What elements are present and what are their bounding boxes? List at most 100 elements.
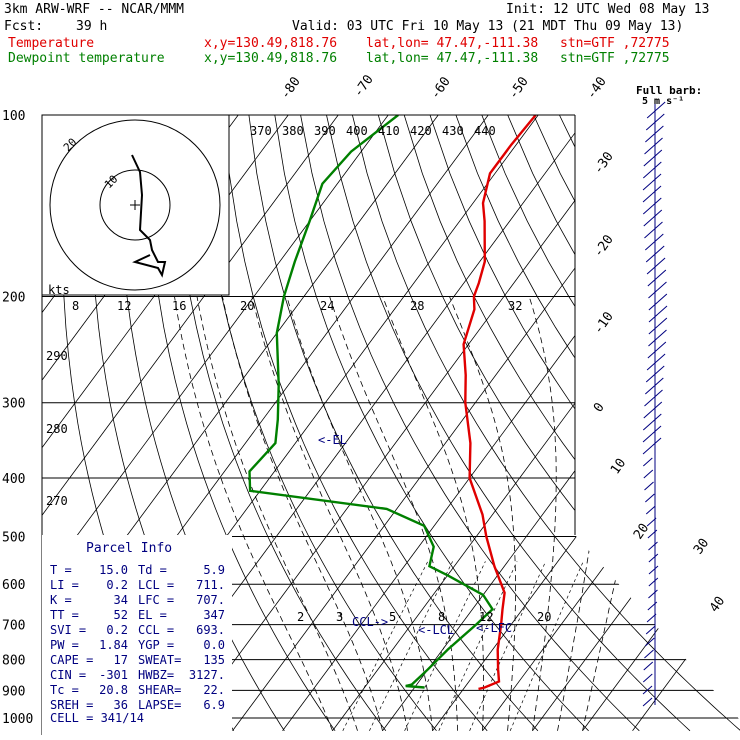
wind-barb	[642, 685, 653, 695]
dewpoint-legend-latlon: lat,lon= 47.47,-111.38	[366, 51, 539, 66]
isotherm-line	[332, 115, 740, 732]
parcel-row-value: 135	[203, 653, 225, 667]
wind-barb	[645, 121, 656, 131]
lfc-marker: <-LFC	[476, 621, 512, 635]
dewpoint-legend-station: stn=GTF ,72775	[560, 51, 670, 66]
model-title: 3km ARW-WRF -- NCAR/MMM	[4, 2, 185, 17]
dewpoint-legend-xy: x,y=130.49,818.76	[204, 51, 338, 66]
isotherm-label: -10	[591, 309, 617, 337]
wind-barb	[646, 361, 657, 371]
dry-adiabat	[533, 115, 740, 732]
isobar-label: 600	[2, 578, 25, 593]
speed-tick-label: 28	[410, 299, 424, 313]
forecast-label: Fcst:	[4, 19, 44, 34]
dry-adiabat	[714, 115, 740, 732]
wind-barb-flag	[651, 197, 662, 207]
isotherm-label: -30	[591, 149, 617, 177]
wind-barb	[648, 577, 659, 587]
wind-barb-flag	[653, 233, 664, 243]
parcel-row-label: PW =	[50, 638, 79, 652]
wind-barb-flag	[657, 281, 667, 291]
mixing-ratio-label: 3	[336, 610, 343, 624]
wind-barb	[647, 529, 658, 539]
wind-barb	[648, 313, 659, 323]
wind-barb	[642, 445, 653, 455]
wind-barb	[645, 253, 656, 263]
wind-barb	[642, 457, 653, 467]
moist-adiabat	[329, 296, 458, 731]
dry-adiabat	[248, 115, 539, 732]
wind-barb	[648, 589, 658, 599]
wind-barb-flag	[652, 149, 663, 159]
mixing-ratio-line	[469, 561, 547, 731]
wind-barb	[646, 109, 657, 119]
parcel-row-label: YGP =	[138, 638, 174, 652]
parcel-row-label: SHEAR=	[138, 683, 181, 697]
wind-barb-flag	[651, 173, 662, 183]
wind-barb	[643, 409, 654, 419]
mixing-ratio-label: 2	[297, 610, 304, 624]
dewpoint-legend-name: Dewpoint temperature	[8, 51, 165, 66]
isotherm-line	[382, 115, 740, 732]
wind-barb-flag	[654, 113, 665, 123]
parcel-row-value: -301	[99, 668, 128, 682]
barb-legend-unit: 5 m s⁻¹	[642, 96, 684, 107]
wind-barb-flag	[656, 269, 667, 279]
speed-tick-label: 8	[72, 299, 79, 313]
dry-adiabat	[403, 115, 740, 732]
wind-barb	[642, 169, 653, 179]
theta-left-label: 280	[46, 422, 68, 436]
wind-barb	[644, 241, 655, 251]
init-time: Init: 12 UTC Wed 08 May 13	[506, 2, 710, 17]
parcel-row-value: 707.	[196, 593, 225, 607]
isotherm-label: -70	[351, 72, 377, 100]
dry-adiabat	[377, 115, 740, 732]
mixing-ratio-line	[438, 561, 518, 731]
theta-label: 400	[346, 124, 368, 138]
parcel-row-label: HWBZ=	[138, 668, 174, 682]
parcel-row-value: 36	[114, 698, 128, 712]
wind-barb-flag	[653, 389, 663, 399]
wind-barb-flag	[654, 365, 665, 375]
wind-barb	[648, 337, 658, 347]
parcel-row-label: CCL =	[138, 623, 174, 637]
speed-tick-label: 16	[172, 299, 186, 313]
wind-barb	[644, 229, 654, 239]
parcel-info-panel: Parcel Info T = 15.0 Td = 5.9 LI = 0.2 LCL = 71…	[42, 535, 232, 735]
speed-tick-label: 32	[508, 299, 522, 313]
wind-barb	[648, 325, 659, 335]
lcl-marker: <-LCL	[418, 623, 454, 637]
moist-adiabat	[286, 296, 433, 731]
wind-barb	[645, 493, 655, 503]
wind-barb	[642, 181, 653, 191]
parcel-row-label: LI =	[50, 578, 79, 592]
moist-adiabat	[196, 296, 358, 731]
isotherm-line	[182, 115, 639, 732]
parcel-row-value: 15.0	[99, 563, 128, 577]
wind-barb-flag	[655, 101, 666, 111]
isobar-label: 500	[2, 530, 25, 545]
isobar-label: 400	[2, 472, 25, 487]
isotherm-line	[42, 115, 339, 732]
wind-barb-flag	[652, 209, 663, 219]
parcel-row-label: CIN =	[50, 668, 86, 682]
parcel-row-label: SWEAT=	[138, 653, 181, 667]
isotherm-label: 20	[631, 521, 652, 542]
wind-barb	[647, 349, 658, 359]
wind-barb	[648, 301, 659, 311]
moist-adiabat	[557, 296, 610, 731]
mixing-ratio-line	[509, 561, 584, 731]
dry-adiabat	[222, 115, 488, 732]
isobar-label: 1000	[2, 712, 33, 727]
theta-label: 410	[378, 124, 400, 138]
theta-left-label: 270	[46, 494, 68, 508]
mixing-ratio-label: 8	[438, 610, 445, 624]
wind-barb	[643, 217, 654, 227]
isobar-label: 800	[2, 654, 25, 669]
isotherm-line	[432, 115, 740, 732]
mixing-ratio-label: 20	[537, 610, 551, 624]
isobar-label: 300	[2, 397, 25, 412]
parcel-row-value: 52	[114, 608, 128, 622]
dry-adiabat	[274, 115, 589, 732]
